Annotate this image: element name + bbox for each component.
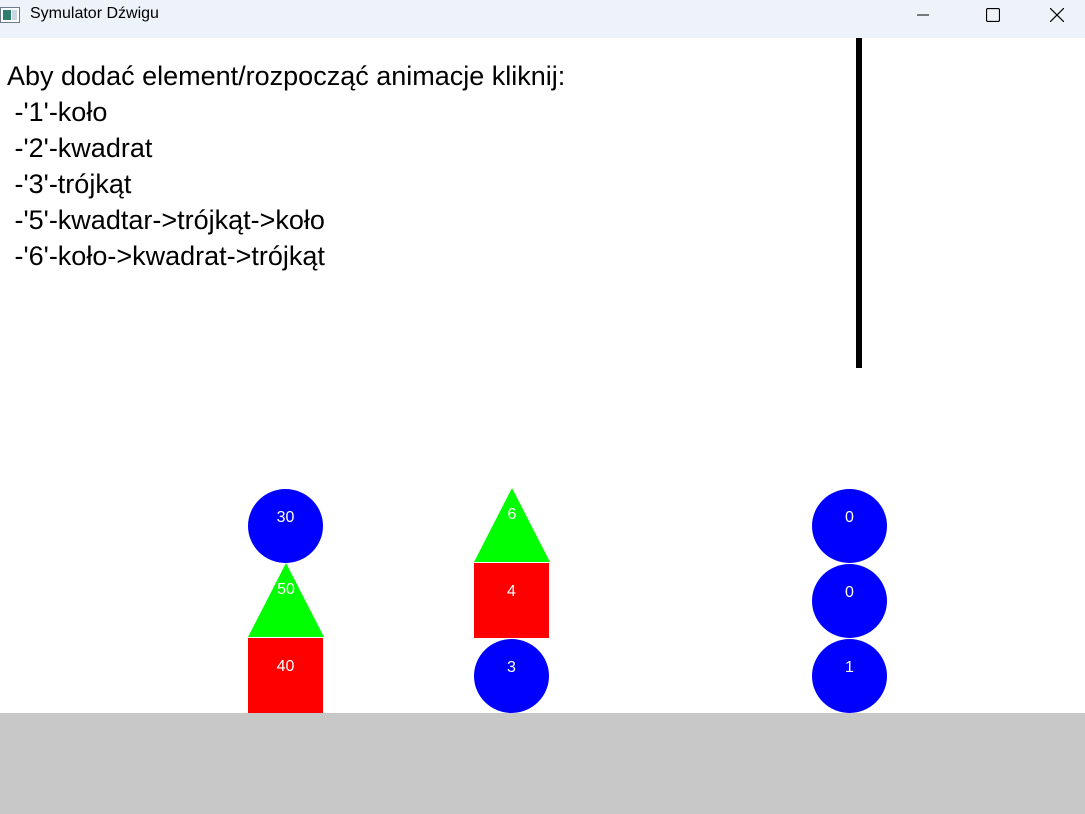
circle-element: 3 [474, 639, 549, 713]
instruction-line: -'1'-koło [7, 97, 108, 127]
shape-number-label: 30 [276, 509, 295, 526]
minimize-icon [917, 14, 929, 16]
instructions-text: Aby dodać element/rozpocząć animacje kli… [7, 58, 565, 274]
shape-number-label: 6 [507, 506, 517, 523]
square-element: 4 [474, 563, 549, 638]
window-title: Symulator Dźwigu [30, 5, 159, 22]
shape-number-label: 1 [845, 659, 854, 676]
instruction-line: Aby dodać element/rozpocząć animacje kli… [7, 61, 566, 91]
shape-number-label: 40 [276, 658, 295, 675]
close-icon [1049, 8, 1064, 22]
crane-cable [856, 38, 862, 368]
minimize-button[interactable] [888, 0, 958, 30]
simulation-canvas[interactable]: Aby dodać element/rozpocząć animacje kli… [0, 38, 1085, 814]
triangle-shape [248, 563, 324, 637]
shape-number-label: 0 [845, 509, 854, 526]
instruction-line: -'3'-trójkąt [7, 169, 132, 199]
maximize-icon [986, 8, 1000, 22]
app-icon [0, 7, 20, 23]
instruction-line: -'6'-koło->kwadrat->trójkąt [7, 241, 325, 271]
close-button[interactable] [1028, 0, 1085, 30]
circle-element: 0 [812, 564, 887, 638]
title-bar: Symulator Dźwigu [0, 0, 1085, 38]
instruction-line: -'5'-kwadtar->trójkąt->koło [7, 205, 325, 235]
triangle-element: 6 [474, 488, 550, 562]
shape-number-label: 50 [277, 581, 295, 598]
shape-number-label: 3 [507, 659, 516, 676]
circle-element: 0 [812, 489, 887, 563]
ground [0, 713, 1085, 814]
shape-number-label: 4 [507, 583, 516, 600]
instruction-line: -'2'-kwadrat [7, 133, 153, 163]
circle-element: 1 [812, 639, 887, 713]
triangle-shape [474, 488, 550, 562]
square-element: 40 [248, 638, 323, 713]
shape-number-label: 0 [845, 584, 854, 601]
circle-element: 30 [248, 489, 323, 563]
maximize-button[interactable] [958, 0, 1028, 30]
triangle-element: 50 [248, 563, 324, 637]
